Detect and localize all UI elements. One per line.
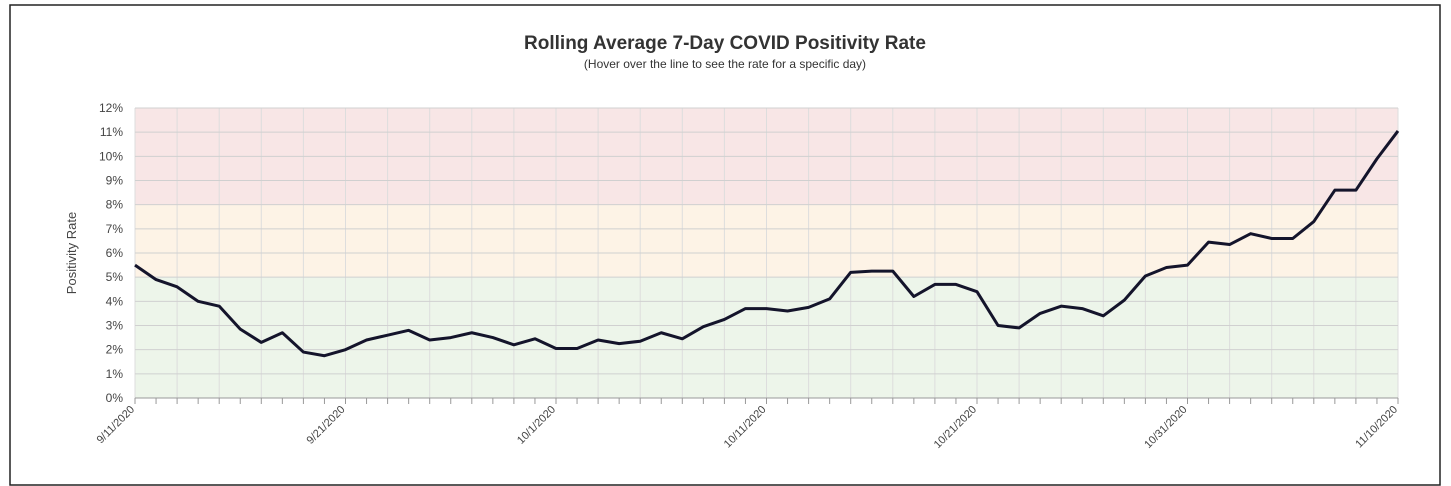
- y-tick-label: 1%: [106, 367, 124, 381]
- y-tick-label: 0%: [106, 391, 124, 405]
- y-tick-label: 4%: [106, 294, 124, 308]
- data-line: [134, 130, 1400, 358]
- chart-title: Rolling Average 7-Day COVID Positivity R…: [524, 33, 926, 54]
- y-tick-label: 9%: [106, 174, 124, 188]
- y-tick-label: 10%: [99, 149, 123, 163]
- y-axis-label: Positivity Rate: [64, 212, 79, 294]
- y-tick-label: 3%: [106, 319, 124, 333]
- y-tick-label: 2%: [106, 343, 124, 357]
- y-tick-label: 7%: [106, 222, 124, 236]
- y-tick-label: 11%: [100, 125, 123, 139]
- chart-subtitle: (Hover over the line to see the rate for…: [584, 57, 866, 71]
- y-tick-label: 8%: [106, 198, 124, 212]
- y-tick-label: 5%: [106, 270, 124, 284]
- y-tick-label: 12%: [99, 101, 123, 115]
- y-tick-label: 6%: [106, 246, 124, 260]
